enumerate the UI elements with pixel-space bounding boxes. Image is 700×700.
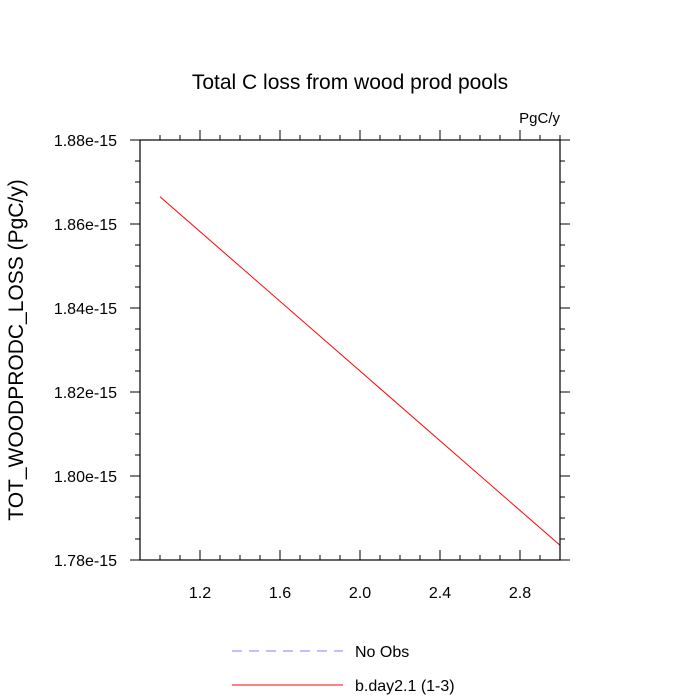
legend: No Obs b.day2.1 (1-3) (232, 644, 455, 695)
y-tick-label: 1.82e-15 (54, 385, 117, 402)
x-tick-label: 1.2 (189, 585, 211, 602)
y-tick-label: 1.78e-15 (54, 553, 117, 570)
x-tick-label: 1.6 (269, 585, 291, 602)
x-tick-label: 2.0 (349, 585, 371, 602)
axis-ticks (130, 130, 570, 561)
plot-frame (139, 139, 561, 561)
x-tick-label: 2.8 (509, 585, 531, 602)
legend-label-no-obs: No Obs (355, 644, 409, 661)
y-tick-labels: 1.78e-15 1.80e-15 1.82e-15 1.84e-15 1.86e-15… (54, 133, 117, 570)
chart-title: Total C loss from wood prod pools (192, 71, 508, 94)
y-tick-label: 1.86e-15 (54, 217, 117, 234)
series-layer (159, 196, 561, 546)
legend-label-b-day2-1: b.day2.1 (1-3) (355, 678, 455, 695)
y-axis-label: TOT_WOODPRODC_LOSS (PgC/y) (5, 179, 28, 521)
series-line (159, 196, 561, 546)
x-tick-label: 2.4 (429, 585, 451, 602)
units-label: PgC/y (519, 110, 560, 127)
y-tick-label: 1.84e-15 (54, 301, 117, 318)
y-tick-label: 1.80e-15 (54, 469, 117, 486)
y-tick-label: 1.88e-15 (54, 133, 117, 150)
x-tick-labels: 1.2 1.6 2.0 2.4 2.8 (189, 585, 531, 602)
